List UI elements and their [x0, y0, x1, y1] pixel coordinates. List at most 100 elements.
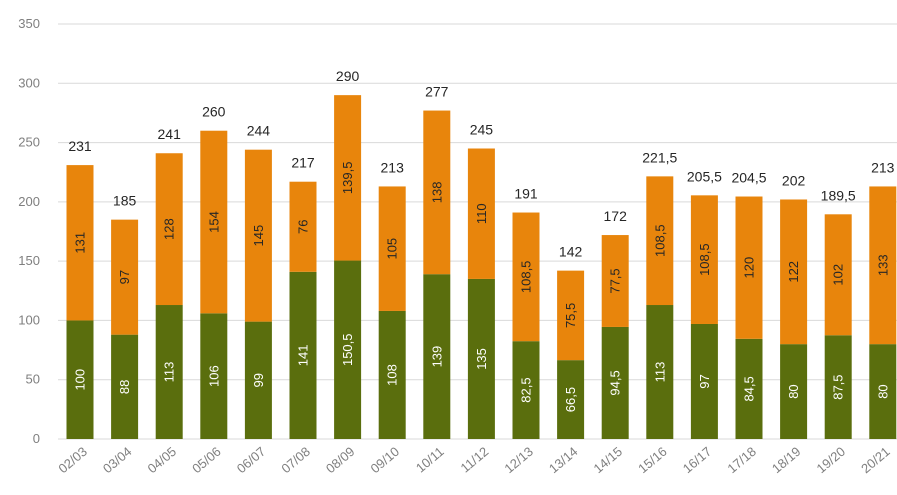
segment-value-label: 108,5 [697, 243, 712, 276]
segment-value-label: 87,5 [831, 374, 846, 399]
total-label: 290 [336, 68, 360, 84]
segment-value-label: 108,5 [652, 224, 667, 257]
total-label: 142 [559, 244, 583, 260]
total-label: 185 [113, 193, 137, 209]
segment-value-label: 139,5 [340, 162, 355, 195]
segment-value-label: 77,5 [608, 268, 623, 293]
segment-value-label: 105 [385, 238, 400, 260]
segment-value-label: 108 [385, 364, 400, 386]
segment-value-label: 99 [251, 373, 266, 387]
total-label: 217 [291, 155, 315, 171]
segment-value-label: 94,5 [608, 370, 623, 395]
segment-value-label: 145 [251, 225, 266, 247]
bar-series [66, 95, 897, 439]
total-label: 241 [158, 126, 182, 142]
x-tick-label: 04/05 [145, 444, 180, 476]
x-tick-label: 20/21 [858, 444, 893, 476]
bar-segment [690, 195, 718, 324]
bar-segment [512, 212, 540, 342]
y-tick-label: 200 [18, 194, 40, 209]
y-tick-label: 50 [26, 372, 40, 387]
x-tick-label: 14/15 [591, 444, 626, 476]
segment-value-label: 138 [429, 182, 444, 204]
segment-value-label: 120 [742, 257, 757, 279]
total-label: 231 [68, 138, 92, 154]
bar-segment [423, 110, 451, 275]
y-tick-label: 250 [18, 135, 40, 150]
bar-segment [557, 270, 585, 361]
total-label: 277 [425, 84, 449, 100]
total-label: 260 [202, 104, 226, 120]
segment-value-label: 113 [162, 362, 177, 383]
bar-segment [244, 321, 272, 439]
segment-value-label: 139 [429, 346, 444, 368]
total-label: 191 [514, 186, 538, 202]
bar-segment [824, 214, 852, 336]
y-axis-ticks: 0 50 100 150 200 250 300 350 [18, 16, 40, 446]
x-tick-label: 11/12 [457, 444, 491, 476]
x-tick-label: 12/13 [501, 444, 536, 476]
segment-value-label: 75,5 [563, 303, 578, 328]
y-tick-label: 0 [33, 431, 40, 446]
bar-segment [378, 310, 406, 439]
segment-value-label: 80 [875, 384, 890, 398]
total-label: 202 [782, 172, 806, 188]
bar-segment [378, 186, 406, 311]
x-tick-label: 10/11 [413, 444, 447, 476]
segment-value-label: 76 [296, 220, 311, 234]
segment-value-label: 128 [162, 218, 177, 240]
x-tick-label: 15/16 [635, 444, 670, 476]
bar-segment [557, 360, 585, 439]
bar-segment [646, 305, 674, 439]
segment-value-label: 84,5 [742, 376, 757, 401]
segment-value-label: 131 [73, 232, 88, 254]
segment-value-label: 66,5 [563, 387, 578, 412]
total-label: 172 [604, 208, 628, 224]
segment-value-label: 106 [206, 365, 221, 387]
bar-segment [200, 313, 228, 439]
bar-segment [780, 344, 808, 439]
total-label: 213 [381, 159, 405, 175]
segment-value-label: 88 [117, 380, 132, 394]
total-label: 221,5 [642, 149, 677, 165]
total-label: 245 [470, 122, 494, 138]
y-tick-label: 150 [18, 253, 40, 268]
segment-value-label: 150,5 [340, 334, 355, 367]
bar-segment [601, 326, 629, 439]
segment-value-label: 102 [831, 264, 846, 286]
segment-value-label: 110 [474, 203, 489, 224]
x-tick-label: 13/14 [546, 444, 581, 476]
bar-segment [690, 323, 718, 439]
bar-segment [66, 320, 94, 439]
x-tick-label: 16/17 [680, 444, 715, 476]
segment-value-label: 97 [117, 270, 132, 284]
y-tick-label: 100 [18, 312, 40, 327]
bar-segment [289, 181, 317, 272]
bar-segment [869, 186, 897, 345]
bar-labels: 100 131 231 88 97 185 113 128 241 106 154 260 99 145 2… [68, 68, 894, 412]
bar-segment [512, 341, 540, 439]
total-label: 205,5 [687, 168, 722, 184]
segment-value-label: 80 [786, 384, 801, 398]
segment-value-label: 97 [697, 374, 712, 388]
x-tick-label: 19/20 [814, 444, 849, 476]
segment-value-label: 122 [786, 261, 801, 283]
segment-value-label: 108,5 [519, 261, 534, 294]
segment-value-label: 100 [73, 369, 88, 391]
bar-segment [780, 199, 808, 345]
x-tick-label: 17/18 [724, 444, 759, 476]
total-label: 244 [247, 123, 271, 139]
bar-segment [467, 278, 495, 439]
segment-value-label: 135 [474, 348, 489, 370]
bar-segment [824, 335, 852, 439]
bar-segment [289, 271, 317, 439]
total-label: 204,5 [731, 170, 766, 186]
segment-value-label: 133 [875, 254, 890, 276]
bar-segment [601, 235, 629, 327]
bar-segment [735, 196, 763, 339]
bar-segment [869, 344, 897, 439]
segment-value-label: 113 [652, 362, 667, 383]
x-axis-ticks: 02/03 03/04 04/05 05/06 06/07 07/08 08/09 09/10… [55, 444, 892, 476]
bar-segment [646, 176, 674, 306]
x-tick-label: 18/19 [769, 444, 804, 476]
